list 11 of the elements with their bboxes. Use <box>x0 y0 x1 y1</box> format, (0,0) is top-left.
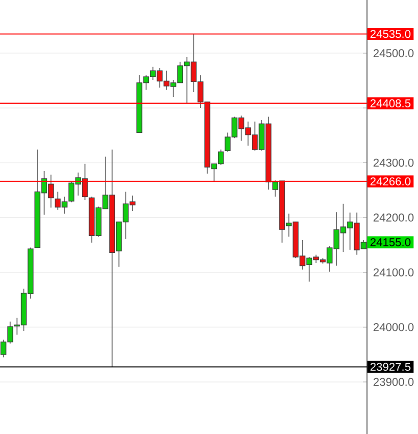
y-tick-label: 24100.0 <box>374 268 414 276</box>
y-tick-label: 24200.0 <box>374 214 414 222</box>
y-tick-label: 24500.0 <box>374 49 414 58</box>
y-tick-label: 24300.0 <box>374 158 414 167</box>
ref-line-label: 24408.5 <box>370 99 410 108</box>
ref-line-label: 23927.5 <box>370 362 410 371</box>
ref-line-label: 24266.0 <box>370 177 410 186</box>
y-tick-label: 23900.0 <box>374 378 414 386</box>
y-tick-label: 24000.0 <box>374 323 414 332</box>
ref-line-label: 24535.0 <box>370 30 410 38</box>
text: 24155.0 <box>370 238 410 246</box>
